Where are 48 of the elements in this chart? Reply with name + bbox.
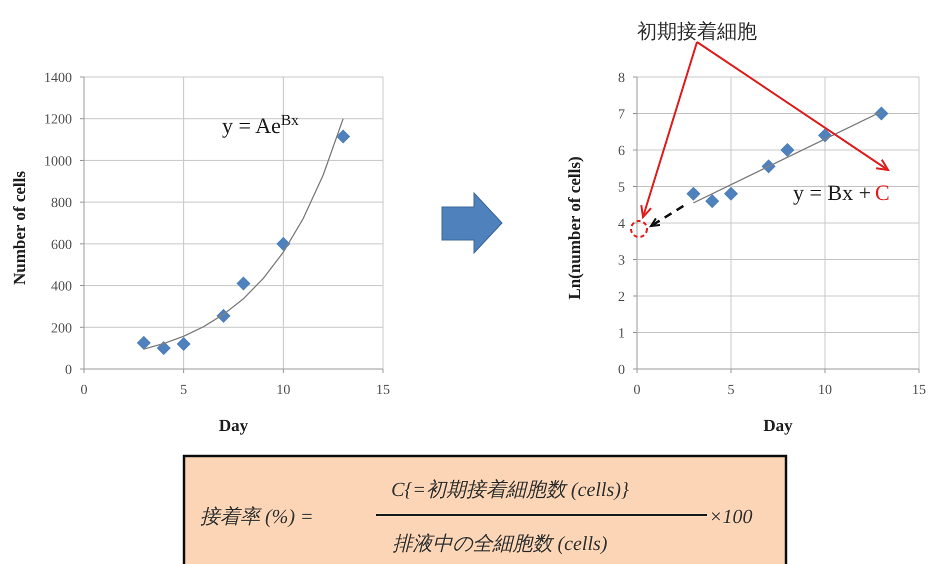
point: [780, 143, 794, 157]
y-tick-label: 800: [51, 196, 72, 212]
y-tick-label: 1400: [44, 71, 72, 86]
x-tick-label: 5: [728, 383, 734, 398]
y-tick-label: 0: [65, 363, 72, 378]
x-tick-label: 10: [276, 383, 290, 398]
point: [705, 194, 720, 208]
point: [136, 336, 151, 350]
point: [156, 341, 171, 356]
y-tick-label: 200: [51, 321, 72, 336]
text: ×100: [709, 506, 752, 528]
annotation: y = Bx +: [793, 180, 871, 205]
y-tick-label: 1000: [44, 154, 72, 170]
annotation: y = Ae$^{Bx}$: [222, 112, 300, 138]
point: [176, 336, 191, 351]
x-tick-label: 10: [818, 383, 832, 398]
x-tick-label: 0: [634, 383, 640, 398]
y-tick-label: 4: [618, 217, 625, 232]
point: [276, 236, 290, 251]
point: [874, 106, 888, 120]
y-tick-label: 3: [618, 254, 625, 268]
x-axis-title: Day: [218, 416, 249, 435]
point: [724, 186, 738, 201]
text: C{=初期接着細胞数 (cells)}: [391, 478, 629, 501]
y-tick-label: 5: [618, 180, 625, 196]
point: [236, 276, 250, 290]
y-tick-label: 8: [618, 71, 625, 86]
y-tick-label: 7: [618, 108, 625, 122]
x-tick-label: 5: [180, 383, 188, 398]
y-tick-label: 1: [618, 326, 625, 342]
y-tick-label: 400: [51, 280, 72, 295]
y-tick-label: 6: [618, 144, 625, 159]
y-axis-title: Ln(number of cells): [565, 156, 584, 300]
y-axis-title: Number of cells: [10, 170, 29, 285]
text: 排液中の全細胞数 (cells): [392, 533, 608, 555]
y-tick-label: 2: [618, 290, 625, 305]
y-tick-label: 0: [618, 363, 625, 378]
x-axis-title: Day: [763, 416, 794, 435]
text: 初期接着細胞: [637, 20, 757, 43]
x-tick-label: 15: [376, 383, 390, 398]
point: [686, 186, 700, 201]
point: [336, 129, 350, 144]
y-tick-label: 600: [51, 238, 72, 253]
x-tick-label: 15: [912, 383, 926, 398]
y-tick-label: 1200: [44, 112, 72, 128]
text: 接着率 (%) =: [200, 505, 314, 528]
x-tick-label: 0: [80, 383, 88, 398]
annotation: C: [875, 180, 890, 205]
